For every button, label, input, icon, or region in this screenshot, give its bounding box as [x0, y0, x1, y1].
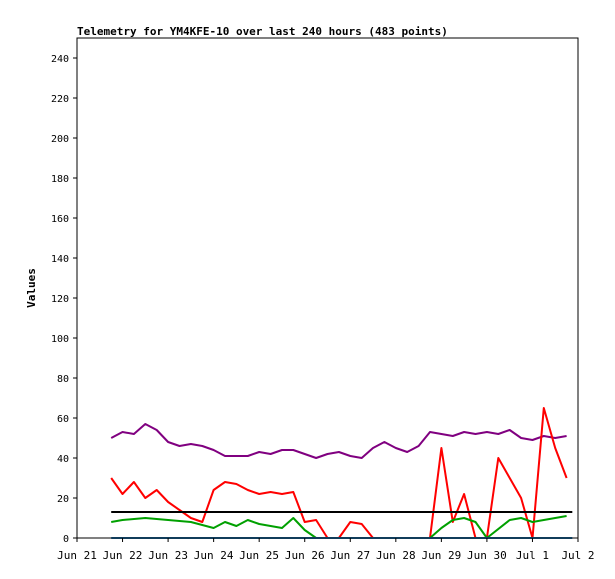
plot-frame [76, 37, 579, 539]
y-tick-label: 0 [63, 534, 69, 545]
x-tick-label: Jun 24 [194, 549, 234, 562]
y-tick-label: 120 [51, 294, 69, 305]
x-axis: Jun 21 Jun 22 Jun 23 Jun 24 Jun 25 Jun 26 Jun … [57, 538, 595, 562]
x-tick-label: Jun 22 [103, 549, 143, 562]
x-tick-label: Jun 25 [239, 549, 279, 562]
x-tick-label: Jul 2 [561, 549, 594, 562]
x-tick-label: Jun 28 [376, 549, 416, 562]
chart-title: Telemetry for YM4KFE-10 over last 240 ho… [77, 25, 448, 38]
y-tick-label: 20 [57, 494, 69, 505]
y-tick-label: 200 [51, 134, 69, 145]
y-tick-label: 40 [57, 454, 69, 465]
series-line-3 [111, 515, 567, 539]
y-tick-label: 180 [51, 174, 69, 185]
y-tick-label: 100 [51, 334, 69, 345]
x-tick-label: Jun 30 [467, 549, 507, 562]
x-tick-label: Jun 27 [330, 549, 370, 562]
x-tick-label: Jul 1 [516, 549, 549, 562]
y-tick-label: 80 [57, 374, 69, 385]
y-axis-label: Values [25, 268, 38, 308]
y-tick-label: 140 [51, 254, 69, 265]
y-tick-label: 220 [51, 94, 69, 105]
x-tick-label: Jun 23 [148, 549, 188, 562]
x-tick-label: Jun 29 [421, 549, 461, 562]
x-tick-label: Jun 26 [285, 549, 325, 562]
y-tick-label: 160 [51, 214, 69, 225]
y-axis: 0 20 40 60 80 100 120 140 160 180 200 220 240 [51, 54, 77, 545]
y-tick-label: 60 [57, 414, 69, 425]
x-tick-label: Jun 21 [57, 549, 97, 562]
series-line-1 [110, 423, 567, 459]
y-tick-label: 240 [51, 54, 69, 65]
